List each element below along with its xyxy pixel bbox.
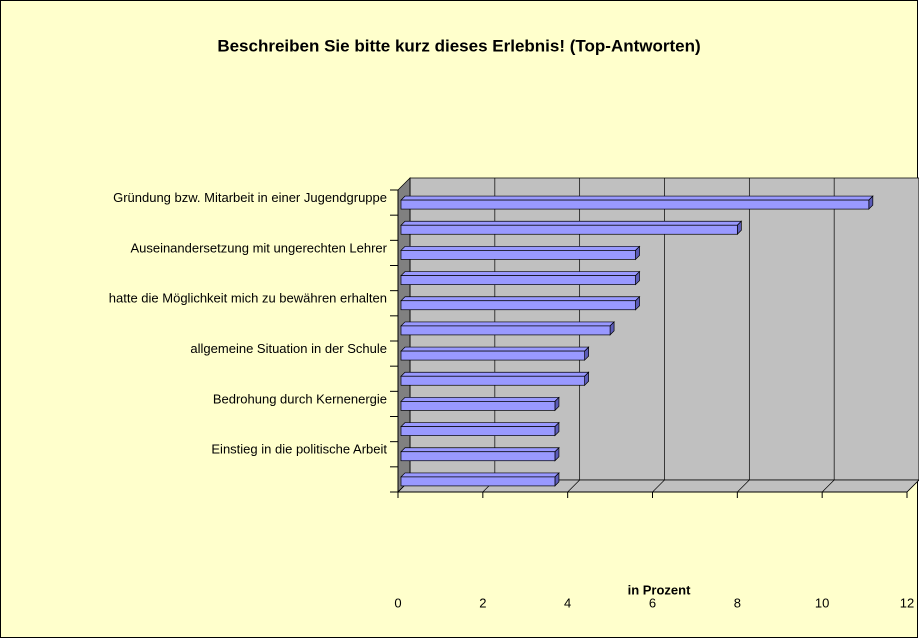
bar [400,275,636,285]
y-tick-label: Gründung bzw. Mitarbeit in einer Jugendg… [113,190,387,205]
grid-line [906,178,919,493]
bar-top [400,371,590,377]
bar-top [400,472,560,478]
y-tick-label: Einstieg in die politische Arbeit [211,442,387,457]
bar [400,451,556,462]
x-tick-label: 6 [649,595,656,610]
chart-title: Beschreiben Sie bitte kurz dieses Erlebn… [217,36,700,55]
bar-top [400,321,615,327]
grid-line [821,178,835,493]
grid-line [737,178,750,493]
bar [400,350,585,361]
bar [400,401,556,411]
bar [400,199,870,210]
bar [400,476,556,487]
bar-top [400,220,743,226]
bar [400,224,738,235]
x-tick-label: 2 [479,595,486,610]
bar-top [400,422,560,427]
x-tick-label: 4 [564,595,571,610]
x-tick-label: 8 [734,595,741,610]
grid-line [652,178,665,493]
bar [400,375,585,386]
bar [400,325,611,336]
bar-top [400,447,560,453]
bar [400,250,636,260]
x-tick-label: 12 [900,595,914,610]
bar [400,300,636,311]
y-tick-label: Bedrohung durch Kernenergie [213,391,387,406]
bar-top [400,246,641,251]
bar-top [400,271,641,276]
bar-top [400,296,641,302]
x-tick-label: 0 [394,595,401,610]
y-tick-label: hatte die Möglichkeit mich zu bewähren e… [109,291,387,306]
x-axis-label: in Prozent [628,582,692,597]
bar [400,426,556,436]
y-tick-label: allgemeine Situation in der Schule [190,341,387,356]
x-tick-label: 10 [815,595,829,610]
bar-top [400,346,590,352]
bar-top [400,397,560,402]
bar-top [400,195,874,201]
y-tick-label: Auseinandersetzung mit ungerechten Lehre… [130,240,387,255]
